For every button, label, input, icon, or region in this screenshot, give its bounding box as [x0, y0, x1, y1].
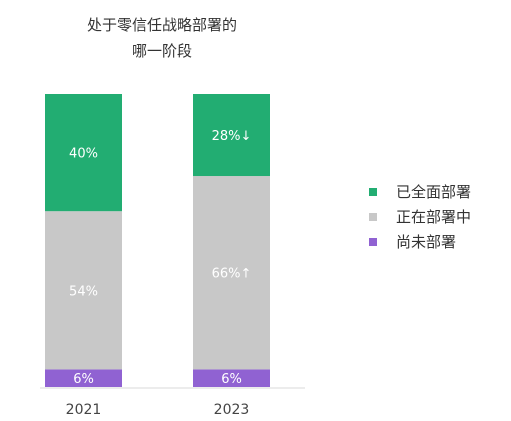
chart-title-line-1: 处于零信任战略部署的: [87, 16, 237, 34]
bar-value-label-2021-s1: 54%: [69, 284, 98, 299]
x-tick-label-2023: 2023: [214, 402, 250, 418]
bar-value-label-2023-s2: 6%: [221, 372, 242, 387]
bar-value-label-2021-s0: 40%: [69, 147, 98, 162]
legend-swatch-1: [369, 213, 377, 221]
legend-label-1: 正在部署中: [396, 208, 471, 226]
bar-value-label-2021-s2: 6%: [73, 372, 94, 387]
bar-segment-2021-s1: [45, 211, 122, 370]
bar-value-label-2023-s1: 66%↑: [212, 267, 252, 282]
bar-segment-2023-s1: [193, 176, 270, 370]
legend-swatch-0: [369, 188, 377, 196]
bar-segment-2023-s0: [193, 94, 270, 177]
legend-label-2: 尚未部署: [396, 233, 456, 251]
chart-title: 处于零信任战略部署的 哪一阶段: [87, 16, 237, 60]
legend-label-0: 已全面部署: [396, 183, 471, 201]
bars: 6% 54% 40% 6% 66%↑ 28%↓: [45, 94, 270, 387]
x-tick-label-2021: 2021: [66, 402, 102, 418]
legend-swatch-2: [369, 238, 377, 246]
bar-segment-2021-s0: [45, 94, 122, 212]
bar-segment-2023-s2: [193, 369, 270, 387]
bar-value-label-2023-s0: 28%↓: [212, 129, 252, 144]
chart-title-line-2: 哪一阶段: [132, 42, 192, 60]
x-axis-ticks: 2021 2023: [66, 402, 250, 418]
bar-segment-2021-s2: [45, 369, 122, 387]
